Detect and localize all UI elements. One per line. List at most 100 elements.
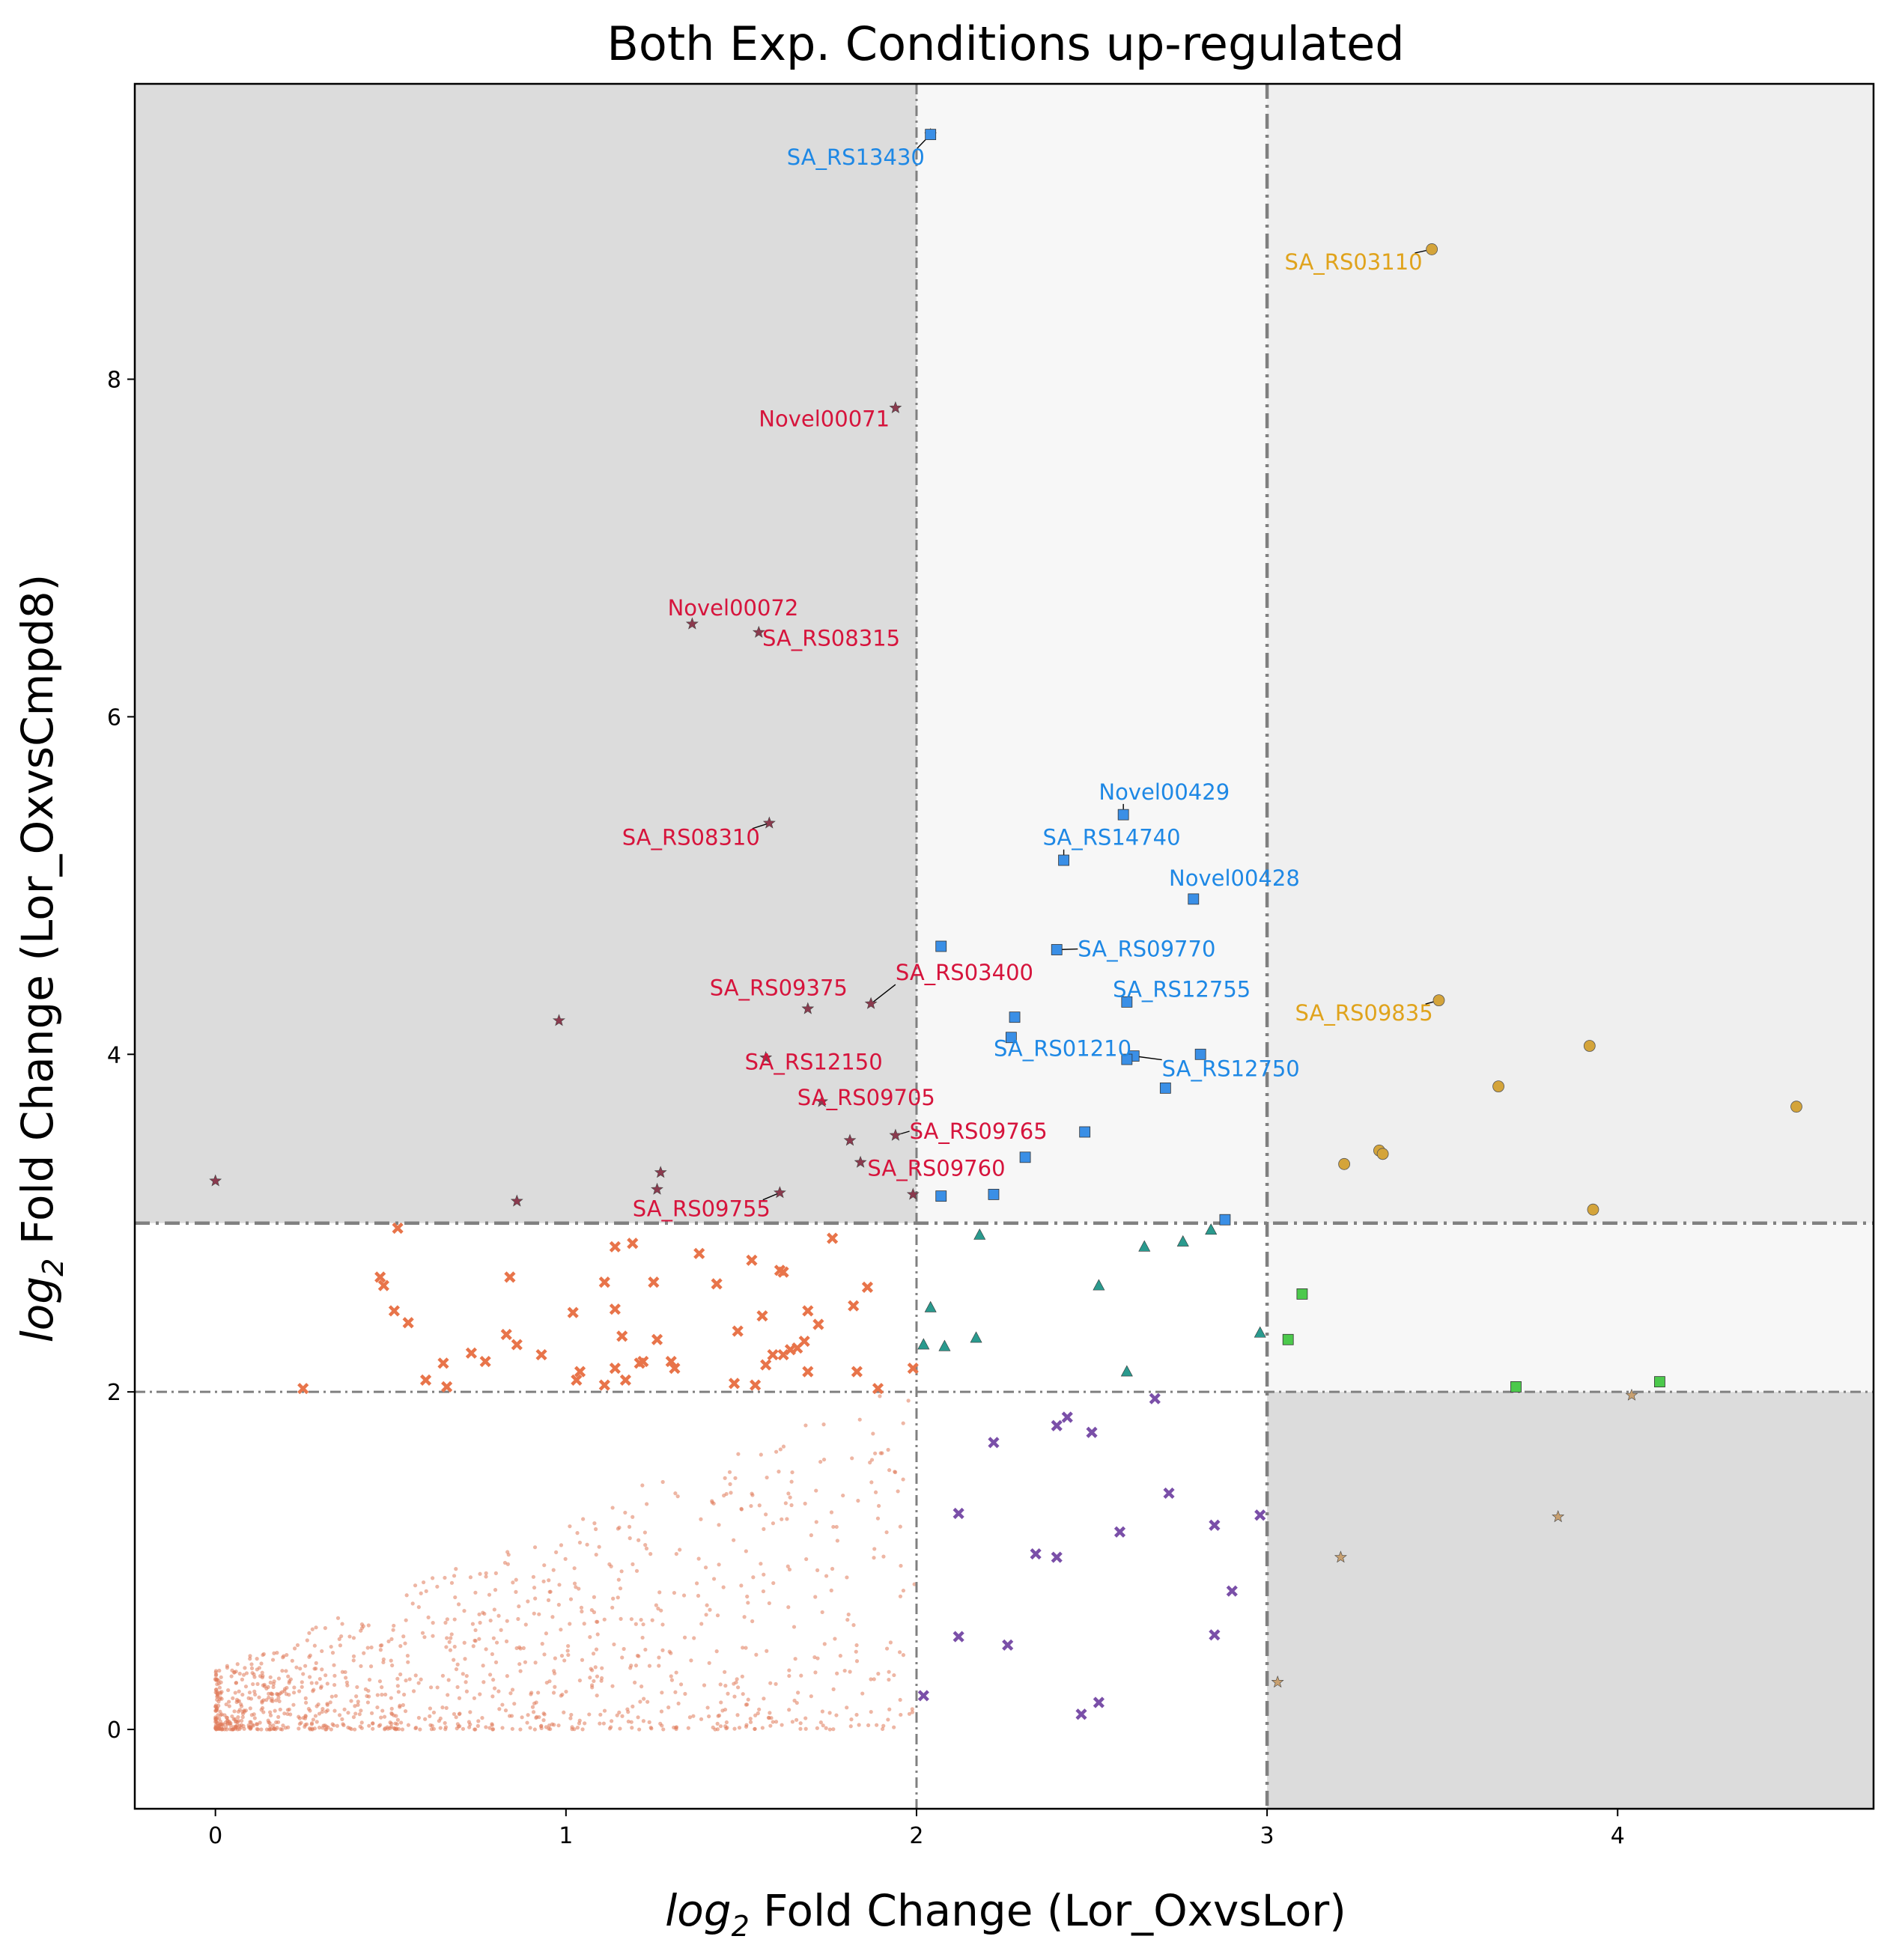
background-point bbox=[356, 1702, 360, 1707]
data-point bbox=[419, 1374, 432, 1386]
background-point bbox=[248, 1654, 252, 1658]
gene-label: SA_RS14740 bbox=[1042, 825, 1180, 850]
background-point bbox=[367, 1723, 371, 1728]
background-point bbox=[569, 1712, 574, 1717]
background-point bbox=[896, 1489, 900, 1494]
background-point bbox=[510, 1687, 515, 1692]
background-point bbox=[260, 1705, 265, 1711]
background-point bbox=[888, 1640, 893, 1645]
background-point bbox=[351, 1658, 356, 1663]
background-point bbox=[639, 1684, 644, 1689]
background-point bbox=[380, 1685, 384, 1690]
background-point bbox=[454, 1715, 458, 1720]
background-point bbox=[854, 1649, 858, 1654]
background-point bbox=[692, 1636, 696, 1640]
background-point bbox=[753, 1726, 757, 1732]
background-point bbox=[809, 1694, 813, 1699]
gene-label: SA_RS08310 bbox=[622, 825, 760, 850]
background-point bbox=[252, 1675, 257, 1679]
background-point bbox=[295, 1643, 300, 1648]
data-point bbox=[633, 1357, 645, 1369]
background-point bbox=[741, 1646, 745, 1650]
background-point bbox=[886, 1717, 890, 1722]
background-point bbox=[723, 1684, 728, 1688]
background-point bbox=[812, 1655, 817, 1660]
background-point bbox=[281, 1723, 285, 1728]
background-point bbox=[642, 1696, 646, 1701]
data-point bbox=[872, 1383, 884, 1395]
background-point bbox=[391, 1628, 395, 1632]
background-point bbox=[718, 1724, 723, 1729]
background-point bbox=[301, 1672, 306, 1676]
data-point bbox=[802, 1305, 814, 1317]
background-point bbox=[593, 1665, 598, 1670]
background-point bbox=[717, 1523, 721, 1527]
background-point bbox=[452, 1658, 456, 1662]
background-point bbox=[707, 1714, 711, 1719]
background-point bbox=[629, 1617, 633, 1622]
background-point bbox=[901, 1477, 905, 1482]
background-point bbox=[780, 1723, 784, 1727]
background-point bbox=[473, 1628, 478, 1633]
background-point bbox=[750, 1619, 755, 1624]
background-point bbox=[717, 1562, 721, 1567]
background-point bbox=[786, 1491, 791, 1496]
background-point bbox=[471, 1644, 475, 1649]
data-point bbox=[854, 1155, 867, 1168]
background-point bbox=[309, 1721, 315, 1726]
background-point bbox=[388, 1720, 392, 1725]
background-point bbox=[831, 1524, 836, 1530]
data-point bbox=[1510, 1381, 1522, 1393]
background-point bbox=[447, 1640, 452, 1644]
background-point bbox=[276, 1696, 281, 1700]
background-point bbox=[771, 1720, 775, 1724]
background-point bbox=[517, 1604, 521, 1609]
background-point bbox=[759, 1562, 763, 1566]
background-point bbox=[325, 1681, 329, 1686]
background-point bbox=[582, 1622, 586, 1626]
background-point bbox=[821, 1457, 827, 1462]
background-point bbox=[320, 1709, 324, 1714]
background-point bbox=[273, 1708, 277, 1713]
background-point bbox=[723, 1724, 728, 1729]
background-point bbox=[248, 1706, 252, 1711]
background-point bbox=[314, 1625, 318, 1630]
data-point bbox=[1254, 1509, 1266, 1521]
background-point bbox=[222, 1727, 227, 1732]
background-point bbox=[499, 1628, 503, 1632]
background-point bbox=[346, 1711, 350, 1715]
background-point bbox=[669, 1678, 675, 1682]
background-point bbox=[303, 1664, 308, 1668]
background-point bbox=[594, 1647, 599, 1652]
data-point bbox=[651, 1333, 663, 1345]
data-point bbox=[437, 1357, 449, 1369]
background-point bbox=[629, 1720, 633, 1724]
background-point bbox=[617, 1710, 622, 1715]
gene-label: SA_RS12750 bbox=[1162, 1056, 1300, 1082]
background-point bbox=[444, 1645, 449, 1649]
background-point bbox=[715, 1721, 720, 1726]
background-point bbox=[627, 1524, 632, 1529]
gene-label: SA_RS09705 bbox=[797, 1085, 935, 1110]
data-point bbox=[388, 1305, 401, 1317]
background-point bbox=[317, 1711, 322, 1716]
background-point bbox=[477, 1612, 481, 1616]
data-point bbox=[510, 1194, 523, 1207]
background-point bbox=[299, 1720, 303, 1725]
data-point bbox=[1583, 1040, 1596, 1052]
gene-label: SA_RS09770 bbox=[1078, 937, 1215, 962]
background-point bbox=[744, 1702, 750, 1707]
background-point bbox=[880, 1726, 885, 1732]
x-axis-title-log: log bbox=[665, 1885, 731, 1936]
data-point bbox=[938, 1339, 951, 1351]
background-point bbox=[536, 1690, 541, 1695]
background-point bbox=[379, 1715, 383, 1720]
background-point bbox=[711, 1577, 717, 1581]
data-point bbox=[209, 1174, 222, 1187]
data-point bbox=[827, 1232, 839, 1244]
background-point bbox=[657, 1664, 661, 1668]
background-point bbox=[716, 1714, 720, 1718]
background-point bbox=[329, 1727, 333, 1732]
background-point bbox=[809, 1533, 813, 1538]
background-point bbox=[445, 1617, 449, 1622]
